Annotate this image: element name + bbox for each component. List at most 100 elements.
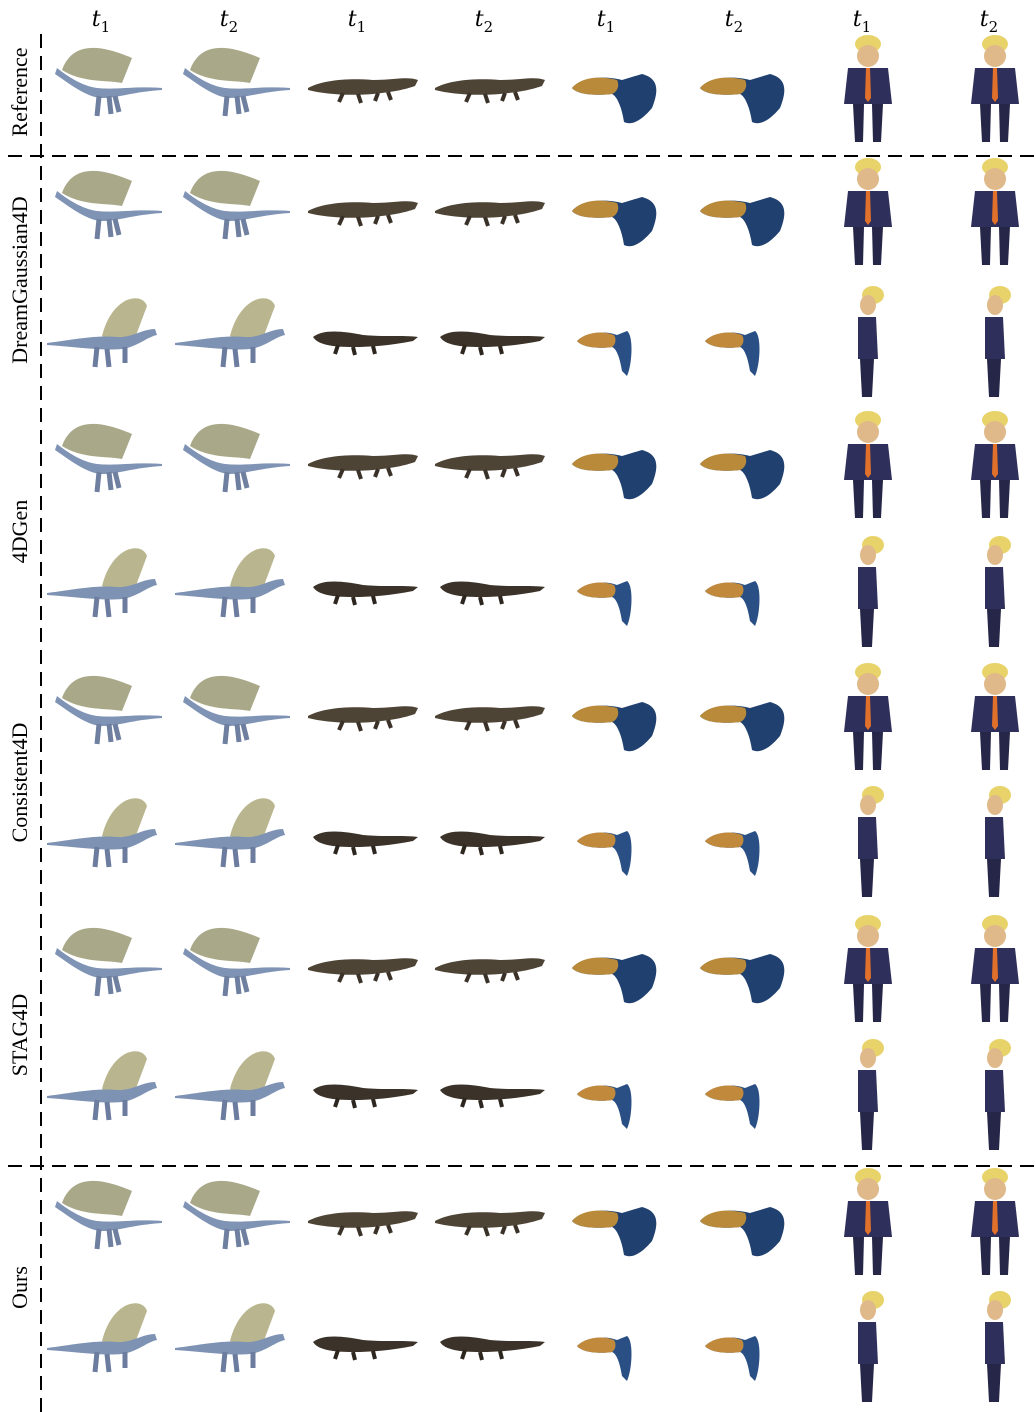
column-header: t2 — [475, 7, 493, 36]
time-symbol: t — [475, 7, 484, 32]
thumbnail — [577, 581, 632, 626]
thumbnail — [440, 332, 545, 356]
thumbnail — [844, 915, 892, 1022]
thumbnail — [700, 702, 784, 751]
thumbnail — [308, 78, 418, 103]
thumbnail — [971, 35, 1019, 142]
row-label: DreamGaussian4D — [7, 196, 32, 363]
thumbnail — [435, 958, 545, 983]
thumbnail — [313, 1085, 418, 1109]
thumbnail — [55, 928, 162, 996]
time-subscript: 2 — [989, 18, 999, 36]
row-label: Consistent4D — [7, 723, 32, 843]
thumbnail — [577, 831, 632, 876]
thumbnail — [183, 424, 290, 492]
thumbnail — [435, 1211, 545, 1236]
thumbnail — [313, 1337, 418, 1361]
thumbnail — [971, 915, 1019, 1022]
time-subscript: 1 — [101, 18, 111, 36]
thumbnail — [985, 1039, 1011, 1150]
thumbnail — [47, 798, 157, 867]
thumbnail — [175, 548, 285, 617]
thumbnail — [175, 798, 285, 867]
thumbnail — [308, 706, 418, 731]
time-subscript: 2 — [734, 18, 744, 36]
thumbnail — [572, 1207, 656, 1256]
time-symbol: t — [597, 7, 606, 32]
column-header: t1 — [92, 7, 110, 36]
thumbnail — [577, 331, 632, 376]
thumbnail — [985, 786, 1011, 897]
thumbnail — [55, 424, 162, 492]
thumbnail — [971, 158, 1019, 265]
column-header: t2 — [980, 7, 998, 36]
thumbnail — [435, 454, 545, 479]
thumbnail — [440, 582, 545, 606]
figure: t1t2t1t2t1t2t1t2ReferenceDreamGaussian4D… — [0, 0, 1036, 1412]
thumbnail — [55, 1181, 162, 1249]
thumbnail — [985, 1291, 1011, 1402]
thumbnail — [183, 676, 290, 744]
column-header: t2 — [220, 7, 238, 36]
thumbnail — [183, 1181, 290, 1249]
thumbnail — [313, 582, 418, 606]
thumbnail — [700, 1207, 784, 1256]
thumbnail — [308, 958, 418, 983]
thumbnail — [47, 298, 157, 367]
row-label: STAG4D — [7, 994, 32, 1077]
thumbnail — [440, 1337, 545, 1361]
thumbnail — [183, 928, 290, 996]
thumbnail — [572, 197, 656, 246]
thumbnail — [844, 411, 892, 518]
thumbnail — [577, 1336, 632, 1381]
thumbnail — [971, 663, 1019, 770]
thumbnail — [435, 201, 545, 226]
time-subscript: 1 — [357, 18, 367, 36]
time-subscript: 1 — [862, 18, 872, 36]
thumbnail — [55, 48, 162, 116]
thumbnail — [844, 158, 892, 265]
thumbnail — [308, 201, 418, 226]
thumbnail — [435, 706, 545, 731]
thumbnail — [844, 663, 892, 770]
column-header: t1 — [597, 7, 615, 36]
thumbnail — [435, 78, 545, 103]
thumbnail — [183, 48, 290, 116]
thumbnail — [858, 286, 884, 397]
time-symbol: t — [980, 7, 989, 32]
thumbnail — [705, 581, 760, 626]
thumbnail — [175, 1303, 285, 1372]
time-symbol: t — [725, 7, 734, 32]
time-subscript: 2 — [484, 18, 494, 36]
thumbnail — [577, 1084, 632, 1129]
thumbnail — [572, 74, 656, 123]
thumbnail — [47, 548, 157, 617]
thumbnail — [700, 74, 784, 123]
thumbnail — [440, 832, 545, 856]
thumbnail — [971, 1168, 1019, 1275]
time-symbol: t — [92, 7, 101, 32]
thumbnail — [858, 1291, 884, 1402]
time-symbol: t — [853, 7, 862, 32]
thumbnail — [700, 450, 784, 499]
thumbnail — [313, 332, 418, 356]
thumbnail — [858, 536, 884, 647]
thumbnail — [175, 1051, 285, 1120]
time-subscript: 1 — [606, 18, 616, 36]
thumbnail — [844, 35, 892, 142]
thumbnail — [985, 536, 1011, 647]
thumbnail — [572, 954, 656, 1003]
column-header: t1 — [348, 7, 366, 36]
thumbnail — [55, 171, 162, 239]
thumbnail — [844, 1168, 892, 1275]
thumbnail — [858, 1039, 884, 1150]
thumbnail — [572, 702, 656, 751]
thumbnail — [700, 197, 784, 246]
thumbnail — [705, 831, 760, 876]
thumbnail — [313, 832, 418, 856]
thumbnail — [55, 676, 162, 744]
thumbnail — [858, 786, 884, 897]
thumbnail — [971, 411, 1019, 518]
row-label: Ours — [7, 1266, 32, 1309]
thumbnail — [705, 1084, 760, 1129]
